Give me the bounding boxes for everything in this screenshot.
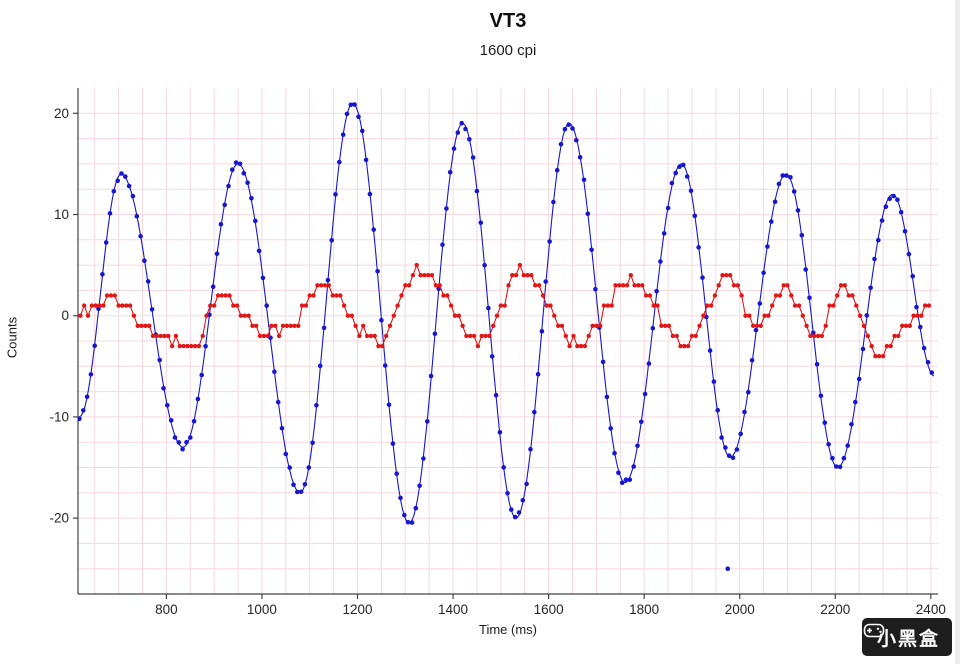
axes [77, 88, 938, 595]
series-red-counts [78, 262, 932, 359]
svg-text:1400: 1400 [438, 602, 468, 617]
outlier-point [725, 566, 731, 571]
svg-text:2200: 2200 [820, 602, 850, 617]
chart-title: VT3 [489, 10, 527, 32]
watermark-badge: 小黑盒 [861, 618, 952, 656]
watermark-text: 小黑盒 [876, 628, 940, 650]
svg-text:1000: 1000 [247, 602, 277, 617]
y-axis-label: Counts [4, 316, 20, 359]
series-layer [78, 102, 935, 571]
svg-text:-20: -20 [49, 511, 69, 526]
svg-text:10: 10 [54, 207, 69, 222]
svg-text:2000: 2000 [725, 602, 755, 617]
svg-text:1800: 1800 [629, 602, 659, 617]
svg-text:1200: 1200 [342, 602, 372, 617]
svg-text:800: 800 [155, 602, 178, 617]
x-axis-label: Time (ms) [478, 622, 537, 637]
grid [78, 88, 938, 594]
series-blue-counts [78, 102, 935, 525]
svg-text:0: 0 [61, 308, 69, 323]
svg-text:2400: 2400 [916, 602, 946, 617]
tick-labels: 800 1000 1200 1400 1600 1800 2000 2200 2400 -20 -1… [49, 106, 945, 617]
svg-text:-10: -10 [49, 409, 69, 424]
window-edge [955, 0, 960, 664]
svg-text:1600: 1600 [534, 602, 564, 617]
chart-subtitle: 1600 cpi [479, 42, 537, 59]
svg-text:20: 20 [54, 106, 69, 121]
